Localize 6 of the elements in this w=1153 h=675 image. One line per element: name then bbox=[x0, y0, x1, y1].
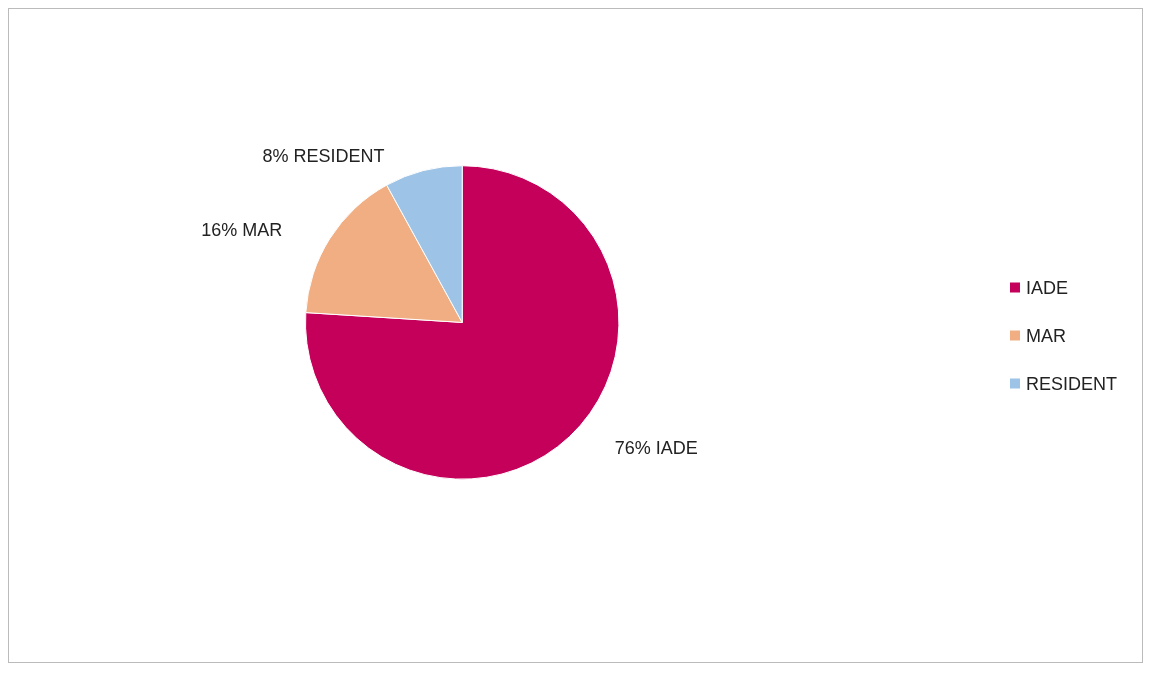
legend-label: MAR bbox=[1025, 325, 1066, 346]
legend-label: IADE bbox=[1025, 277, 1068, 298]
data-label: 8% RESIDENT bbox=[262, 146, 385, 167]
data-label: 76% IADE bbox=[614, 437, 698, 458]
legend-label: RESIDENT bbox=[1025, 373, 1117, 394]
data-label: 16% MAR bbox=[201, 220, 283, 241]
